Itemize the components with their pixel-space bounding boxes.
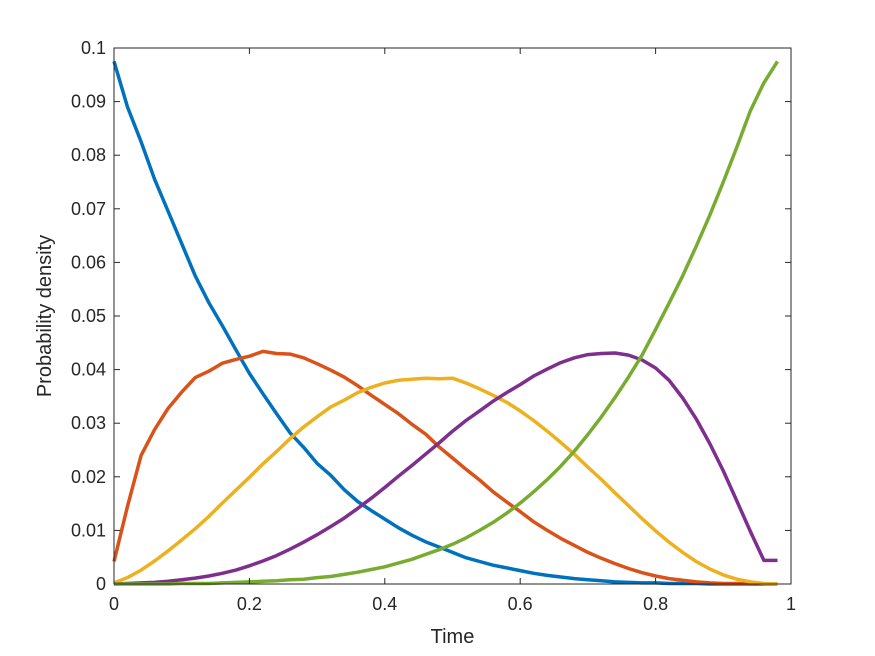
y-tick-label: 0.06	[71, 252, 106, 272]
x-tick-label: 0	[109, 594, 119, 614]
series-line-5	[114, 60, 779, 586]
y-tick-label: 0.07	[71, 199, 106, 219]
y-tick-label: 0.01	[71, 520, 106, 540]
x-tick-label: 0.6	[508, 594, 533, 614]
x-tick-label: 0.4	[372, 594, 397, 614]
series-line-2	[112, 349, 778, 586]
y-ticks: 0 0.01 0.02 0.03 0.04 0.05 0.06 0.07 0.08 0.09 0.1	[71, 38, 791, 594]
y-tick-label: 0.02	[71, 467, 106, 487]
y-tick-label: 0.05	[71, 306, 106, 326]
plot-area	[114, 48, 791, 584]
y-tick-label: 0.03	[71, 413, 106, 433]
x-tick-label: 0.8	[643, 594, 668, 614]
y-tick-label: 0.1	[81, 38, 106, 58]
x-tick-label: 1	[786, 594, 796, 614]
y-axis-label: Probability density	[34, 235, 56, 397]
x-tick-label: 0.2	[237, 594, 262, 614]
y-tick-label: 0.09	[71, 92, 106, 112]
x-ticks: 0 0.2 0.4 0.6 0.8 1	[109, 48, 796, 614]
series-line-4	[113, 351, 778, 586]
y-tick-label: 0.04	[71, 360, 106, 380]
series-layer	[112, 60, 779, 586]
series-line-3	[113, 376, 778, 586]
series-line-1	[112, 60, 778, 586]
x-axis-label: Time	[431, 626, 475, 648]
y-tick-label: 0	[96, 574, 106, 594]
y-tick-label: 0.08	[71, 145, 106, 165]
